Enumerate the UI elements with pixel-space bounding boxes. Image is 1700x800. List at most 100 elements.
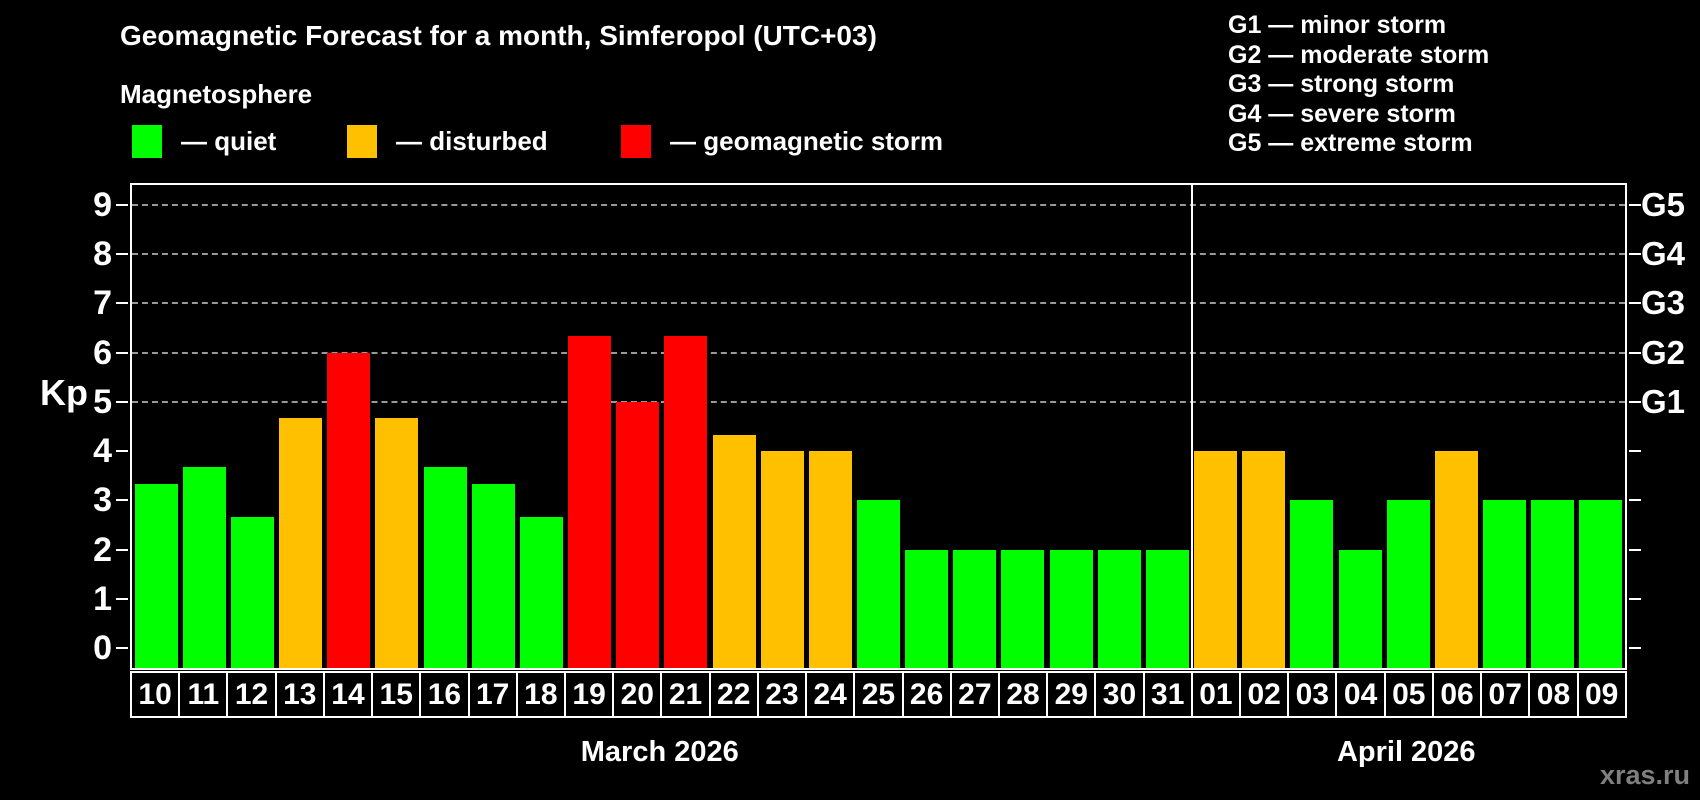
date-cell-10: 10 [130, 671, 181, 718]
kp-bar-day-13 [279, 418, 323, 668]
kp-bar-day-17 [471, 484, 515, 668]
y-tick-left-5 [116, 400, 128, 403]
y-tick-label-3: 3 [93, 481, 112, 520]
kp-bar-day-15 [375, 418, 419, 668]
g1-legend-line: G1 — minor storm [1228, 11, 1447, 39]
y-tick-left-7 [116, 302, 128, 305]
kp-bar-day-18 [519, 516, 563, 668]
g4-legend-line: G4 — severe storm [1228, 99, 1456, 128]
kp-bar-day-14 [327, 352, 371, 668]
date-cell-09: 09 [1576, 671, 1627, 718]
y-tick-label-7: 7 [93, 284, 112, 323]
y-tick-left-9 [116, 203, 128, 206]
y-tick-right-3 [1629, 499, 1641, 502]
y-tick-right-7 [1629, 302, 1641, 305]
y-tick-left-8 [116, 253, 128, 255]
y-tick-left-2 [116, 548, 128, 551]
kp-bar-day-29 [1049, 549, 1093, 668]
y-axis-label: Kp [40, 372, 88, 413]
y-tick-left-4 [116, 450, 128, 453]
date-cell-18: 18 [515, 671, 566, 718]
kp-bar-day-04 [1338, 549, 1382, 668]
kp-bar-day-26 [905, 549, 949, 668]
kp-bar-day-08 [1531, 500, 1575, 668]
date-cell-25: 25 [853, 671, 904, 718]
kp-bar-day-31 [1145, 549, 1189, 668]
month-separator-line [1190, 185, 1193, 668]
g-scale-label-g4: G4 [1641, 235, 1686, 272]
kp-bar-day-06 [1434, 451, 1478, 668]
date-cell-22: 22 [708, 671, 759, 718]
y-tick-label-1: 1 [93, 580, 112, 618]
y-tick-right-5 [1629, 400, 1641, 403]
date-cell-24: 24 [805, 671, 856, 718]
y-tick-label-5: 5 [93, 382, 112, 421]
g-scale-label-g1: G1 [1641, 382, 1686, 420]
date-axis: 10 11 12 13 14 15 16 17 18 19 20 21 22 23 24 25 26 27 28 29… [130, 671, 1627, 718]
y-tick-right-6 [1629, 351, 1641, 354]
date-cell-12: 12 [226, 671, 277, 718]
y-tick-left-6 [116, 351, 128, 354]
date-cell-30: 30 [1094, 671, 1145, 718]
legend-item-disturbed: — disturbed [347, 124, 548, 158]
g-scale-label-g3: G3 [1641, 284, 1686, 322]
kp-bar-day-11 [182, 467, 226, 668]
legend-item-storm: — geomagnetic storm [621, 124, 943, 158]
date-cell-05: 05 [1383, 671, 1434, 718]
date-cell-23: 23 [756, 671, 808, 718]
date-cell-19: 19 [563, 671, 615, 718]
kp-bar-day-23 [760, 451, 804, 668]
y-tick-left-1 [116, 598, 128, 600]
date-cell-03: 03 [1287, 671, 1338, 718]
y-tick-right-4 [1629, 450, 1641, 453]
storm-label: — geomagnetic storm [670, 125, 944, 156]
disturbed-color-swatch [347, 124, 377, 158]
date-cell-01: 01 [1190, 671, 1242, 718]
y-tick-right-2 [1629, 548, 1641, 551]
month-label-april: April 2026 [1336, 736, 1476, 768]
kp-bar-day-09 [1579, 500, 1623, 668]
y-tick-label-9: 9 [93, 185, 112, 224]
y-tick-right-0 [1629, 647, 1641, 650]
date-cell-08: 08 [1528, 671, 1579, 718]
kp-bar-day-03 [1290, 500, 1334, 668]
date-cell-17: 17 [467, 671, 518, 718]
y-tick-right-8 [1629, 253, 1641, 255]
kp-bar-day-21 [664, 336, 708, 668]
quiet-label: — quiet [181, 125, 277, 156]
kp-bar-day-27 [953, 549, 997, 668]
kp-bar-day-19 [568, 336, 612, 668]
date-cell-15: 15 [371, 671, 422, 718]
date-cell-02: 02 [1239, 671, 1290, 718]
kp-bar-day-10 [134, 484, 178, 668]
gridline-kp9 [132, 203, 1625, 206]
g-scale-label-g5: G5 [1641, 185, 1686, 223]
legend-item-quiet: — quiet [132, 124, 276, 158]
date-cell-26: 26 [901, 671, 952, 718]
date-cell-11: 11 [178, 671, 229, 718]
watermark: xras.ru [1599, 760, 1690, 790]
kp-bar-day-20 [616, 401, 660, 668]
date-cell-21: 21 [660, 671, 711, 718]
y-tick-left-0 [116, 647, 128, 650]
gridline-kp7 [132, 302, 1625, 305]
kp-bar-day-25 [857, 500, 900, 668]
y-tick-label-6: 6 [93, 333, 112, 372]
kp-bar-day-12 [230, 516, 274, 668]
date-cell-14: 14 [322, 671, 374, 718]
plot-area: 0 1 2 3 4 5 6 7 8 9 G1 G2 G3 G4 G5 [93, 183, 1685, 670]
kp-bar-day-30 [1097, 549, 1141, 668]
disturbed-label: — disturbed [396, 125, 548, 156]
kp-bar-day-28 [1001, 549, 1045, 668]
date-cell-28: 28 [997, 671, 1049, 718]
y-tick-label-4: 4 [93, 432, 112, 471]
magnetosphere-label: Magnetosphere [120, 79, 313, 109]
kp-bar-day-05 [1386, 500, 1430, 668]
date-cell-06: 06 [1431, 671, 1483, 718]
kp-bar-day-01 [1194, 451, 1238, 668]
storm-color-swatch [621, 124, 651, 158]
g-scale-label-g2: G2 [1641, 333, 1686, 371]
kp-bar-day-24 [808, 451, 852, 668]
page-title: Geomagnetic Forecast for a month, Simfer… [120, 20, 877, 51]
